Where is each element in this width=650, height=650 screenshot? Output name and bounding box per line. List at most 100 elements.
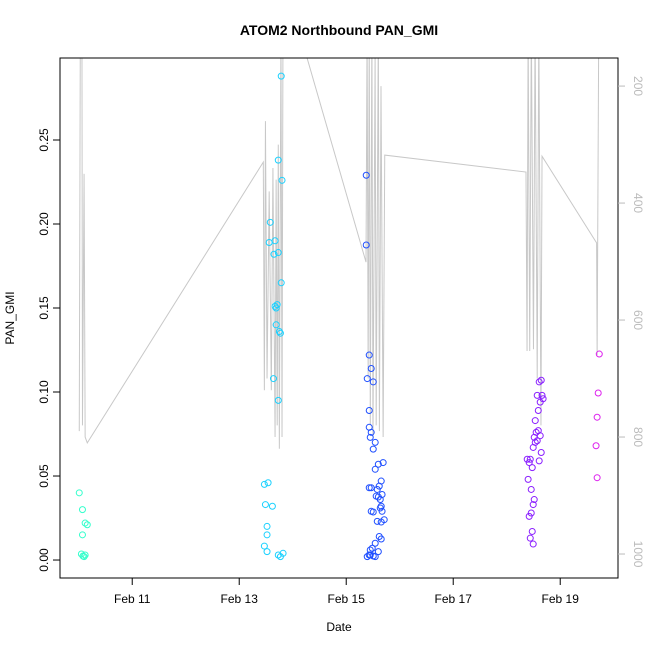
y2-tick-label: 200 <box>631 76 645 96</box>
data-point <box>537 376 545 384</box>
data-point <box>277 279 285 287</box>
data-point <box>78 531 86 539</box>
data-point <box>538 391 546 399</box>
data-point <box>592 442 600 450</box>
plot-area <box>75 58 603 561</box>
data-point <box>362 241 370 249</box>
x-tick-label: Feb 11 <box>114 592 151 606</box>
data-point <box>269 375 277 383</box>
data-point <box>537 448 545 456</box>
data-point <box>594 389 602 397</box>
data-point <box>533 391 541 399</box>
data-point <box>272 321 280 329</box>
x-axis-label: Date <box>326 620 352 634</box>
data-point <box>81 519 89 527</box>
data-point <box>260 542 268 550</box>
data-point <box>369 508 377 516</box>
data-point <box>374 548 382 556</box>
data-point <box>528 464 536 472</box>
data-point <box>363 375 371 383</box>
data-point <box>367 484 375 492</box>
data-point <box>375 482 383 490</box>
data-point <box>530 496 538 504</box>
data-point <box>264 479 272 487</box>
y-tick-label: 0.10 <box>37 380 51 404</box>
data-point <box>533 437 541 445</box>
data-point <box>523 455 531 463</box>
data-point <box>376 504 384 512</box>
data-point <box>273 301 281 309</box>
data-point <box>274 551 282 559</box>
data-point <box>531 417 539 425</box>
data-point <box>363 553 371 561</box>
data-point <box>369 378 377 386</box>
data-point <box>274 156 282 164</box>
data-point <box>365 406 373 414</box>
data-point <box>362 171 370 179</box>
y-tick-label: 0.05 <box>37 464 51 488</box>
y2-tick-label: 800 <box>631 427 645 447</box>
data-point <box>379 459 387 467</box>
data-point <box>526 455 534 463</box>
data-point <box>534 406 542 414</box>
x-tick-label: Feb 13 <box>221 592 259 606</box>
data-point <box>367 364 375 372</box>
plot-frame <box>59 57 619 579</box>
data-point <box>535 457 543 465</box>
data-point <box>593 413 601 421</box>
x-tick-label: Feb 19 <box>542 592 580 606</box>
data-point <box>371 553 379 561</box>
data-point <box>261 501 269 509</box>
data-line <box>78 58 600 449</box>
data-point <box>75 489 83 497</box>
data-point <box>527 485 535 493</box>
data-point <box>271 237 279 245</box>
data-point <box>529 501 537 509</box>
data-point <box>366 546 374 554</box>
data-point <box>275 328 283 336</box>
data-point <box>368 544 376 552</box>
y-tick-label: 0.00 <box>37 548 51 572</box>
data-point <box>270 250 278 258</box>
data-point <box>377 518 385 526</box>
data-point <box>376 496 384 504</box>
data-point <box>524 475 532 483</box>
data-point <box>274 396 282 404</box>
data-point <box>374 460 382 468</box>
data-point <box>78 506 86 514</box>
data-point <box>593 474 601 482</box>
data-point <box>365 351 373 359</box>
data-point <box>525 512 533 520</box>
data-point <box>366 433 374 441</box>
data-point <box>276 553 284 561</box>
data-point <box>529 540 537 548</box>
y-axis-label: PAN_GMI <box>3 291 17 344</box>
data-point <box>373 517 381 525</box>
y-tick-label: 0.25 <box>37 128 51 152</box>
data-point <box>80 553 88 561</box>
data-point <box>371 465 379 473</box>
data-point <box>377 535 385 543</box>
chart-title: ATOM2 Northbound PAN_GMI <box>240 22 438 38</box>
data-point <box>535 378 543 386</box>
data-point <box>367 428 375 436</box>
data-point <box>81 551 89 559</box>
y2-tick-label: 1000 <box>631 541 645 568</box>
y2-tick-label: 400 <box>631 193 645 213</box>
data-point <box>595 350 603 358</box>
data-point <box>369 445 377 453</box>
data-point <box>372 492 380 500</box>
x-tick-label: Feb 15 <box>328 592 366 606</box>
data-point <box>276 329 284 337</box>
data-point <box>528 527 536 535</box>
data-point <box>83 521 91 529</box>
data-point <box>268 502 276 510</box>
data-point <box>266 218 274 226</box>
data-point <box>371 438 379 446</box>
data-point <box>377 502 385 510</box>
data-point <box>529 443 537 451</box>
data-point <box>526 534 534 542</box>
data-point <box>260 480 268 488</box>
